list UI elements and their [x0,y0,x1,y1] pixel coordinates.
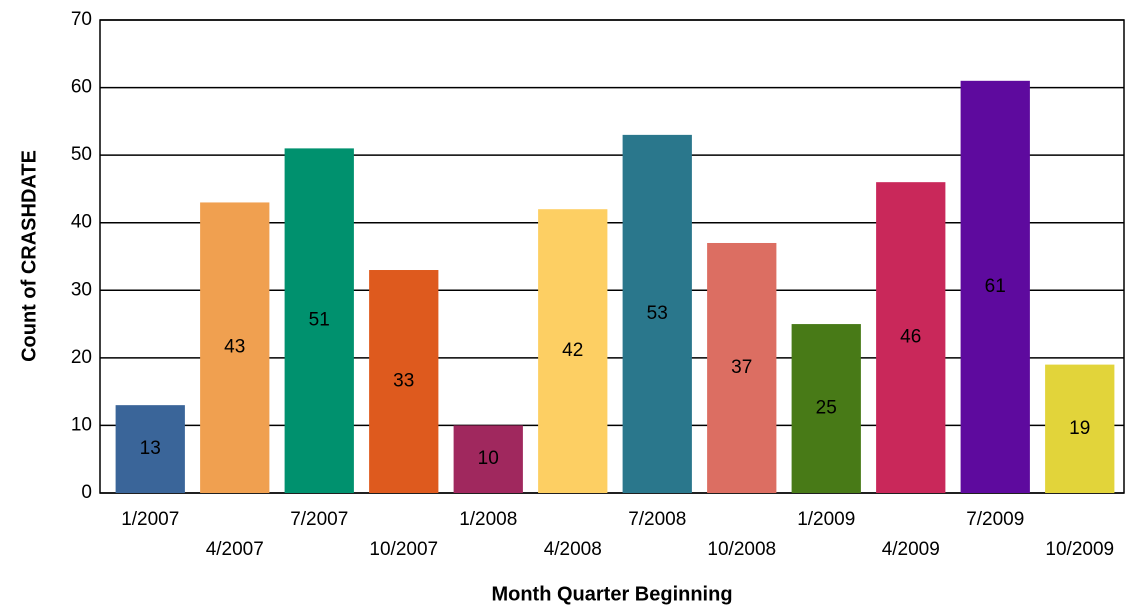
data-label: 42 [562,340,583,361]
bar [960,80,1030,494]
bar [369,270,439,493]
data-label: 19 [1069,418,1090,439]
data-label: 46 [900,327,921,348]
x-tick-label: 1/2008 [459,509,517,530]
bar [876,182,946,493]
x-tick-label: 4/2008 [544,539,602,560]
data-label: 13 [140,438,161,459]
data-label: 10 [478,448,499,469]
x-tick-label: 7/2008 [628,509,686,530]
x-tick-label: 4/2007 [206,539,264,560]
x-tick-label: 7/2009 [966,509,1024,530]
bar [622,134,692,493]
bar [453,425,523,493]
bar [707,242,777,493]
bar [115,405,185,493]
x-tick-label: 1/2007 [121,509,179,530]
x-tick-label: 4/2009 [882,539,940,560]
y-axis-title: Count of CRASHDATE [18,150,40,362]
x-tick-label: 7/2007 [290,509,348,530]
x-tick-label: 10/2009 [1045,539,1114,560]
bar [200,202,270,493]
y-tick-label: 70 [71,9,92,30]
data-label: 33 [393,371,414,392]
y-tick-label: 50 [71,144,92,165]
data-label: 61 [985,276,1006,297]
data-label: 43 [224,337,245,358]
bar [791,324,861,493]
data-label: 53 [647,303,668,324]
bar [284,148,354,493]
data-label: 37 [731,357,752,378]
x-tick-label: 10/2008 [707,539,776,560]
y-tick-label: 60 [71,77,92,98]
bar [538,209,608,493]
y-tick-label: 10 [71,414,92,435]
y-tick-label: 0 [81,482,92,503]
bar [1045,364,1115,493]
y-tick-label: 30 [71,279,92,300]
data-label: 25 [816,398,837,419]
x-axis-title: Month Quarter Beginning [491,583,732,605]
y-tick-label: 40 [71,212,92,233]
x-tick-label: 10/2007 [369,539,438,560]
data-label: 51 [309,310,330,331]
x-tick-label: 1/2009 [797,509,855,530]
y-tick-label: 20 [71,347,92,368]
